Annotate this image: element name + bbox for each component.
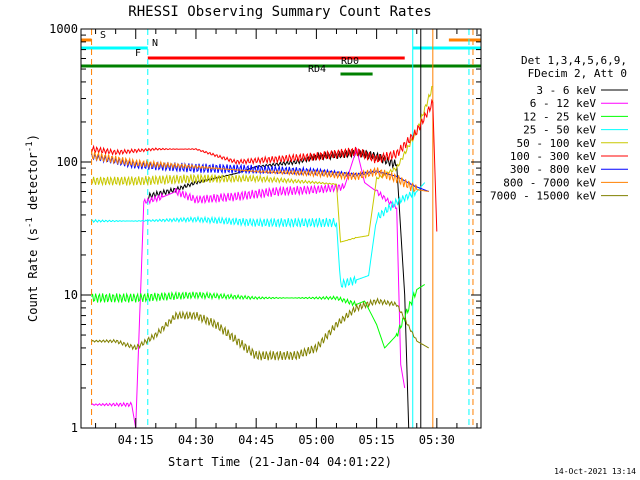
- series-line: [91, 284, 426, 349]
- series-line: [91, 147, 406, 429]
- legend-label: 12 - 25 keV: [523, 110, 596, 123]
- series-line: [91, 151, 429, 193]
- x-tick-label: 04:15: [118, 433, 154, 447]
- x-tick-label: 04:30: [178, 433, 214, 447]
- flag-label: N: [152, 38, 158, 49]
- x-axis-label: Start Time (21-Jan-04 04:01:22): [168, 455, 392, 469]
- y-axis-label: Count Rate (s-1 detector-1): [25, 134, 40, 322]
- legend-label: 50 - 100 keV: [517, 137, 597, 150]
- legend-header: FDecim 2, Att 0: [528, 67, 627, 80]
- flag-label: F: [135, 48, 141, 59]
- y-tick-label: 1: [71, 421, 78, 435]
- y-axis-label-sup-2: -1: [25, 141, 35, 152]
- legend-label: 3 - 6 keV: [536, 84, 596, 97]
- y-axis-label-start: Count Rate (s: [26, 228, 40, 322]
- chart-title: RHESSI Observing Summary Count Rates: [128, 4, 431, 20]
- legend-header: Det 1,3,4,5,6,9,: [521, 54, 627, 67]
- legend-label: 25 - 50 keV: [523, 124, 596, 137]
- legend: Det 1,3,4,5,6,9,FDecim 2, Att 0 3 - 6 keV…: [490, 54, 628, 203]
- x-tick-label: 05:30: [419, 433, 455, 447]
- series-line: [91, 182, 426, 288]
- flag-label: RD4: [308, 64, 326, 75]
- legend-label: 6 - 12 keV: [530, 97, 597, 110]
- footer-timestamp: 14-Oct-2021 13:14: [554, 467, 636, 476]
- series-line: [91, 98, 438, 232]
- y-axis-label-end: ): [26, 134, 40, 141]
- flag-bars: S NF RD0 RD4: [81, 30, 481, 76]
- series-line: [91, 297, 430, 362]
- y-tick-label: 10: [64, 288, 78, 302]
- x-tick-label: 04:45: [238, 433, 274, 447]
- series-lines: [91, 85, 438, 429]
- x-tick-label: 05:00: [298, 433, 334, 447]
- x-tick-label: 05:15: [359, 433, 395, 447]
- y-axis-label-sup: -1: [25, 217, 35, 228]
- legend-label: 7000 - 15000 keV: [490, 190, 596, 203]
- y-tick-label: 100: [56, 155, 78, 169]
- mode-vertical-lines: [91, 29, 474, 428]
- flag-label: RD0: [341, 56, 359, 67]
- x-axis-ticks: 04:15 04:30 04:45 05:00 05:15 05:30: [95, 29, 478, 447]
- legend-label: 100 - 300 keV: [510, 150, 596, 163]
- legend-label: 800 - 7000 keV: [503, 176, 596, 189]
- plot-frame: [80, 28, 482, 429]
- legend-label: 300 - 800 keV: [510, 163, 596, 176]
- series-line: [91, 85, 433, 243]
- y-axis-label-mid: detector: [26, 152, 40, 217]
- flag-label: S: [100, 30, 106, 41]
- y-tick-label: 1000: [49, 22, 78, 36]
- y-axis-ticks: 1 10 100 1000: [49, 22, 481, 435]
